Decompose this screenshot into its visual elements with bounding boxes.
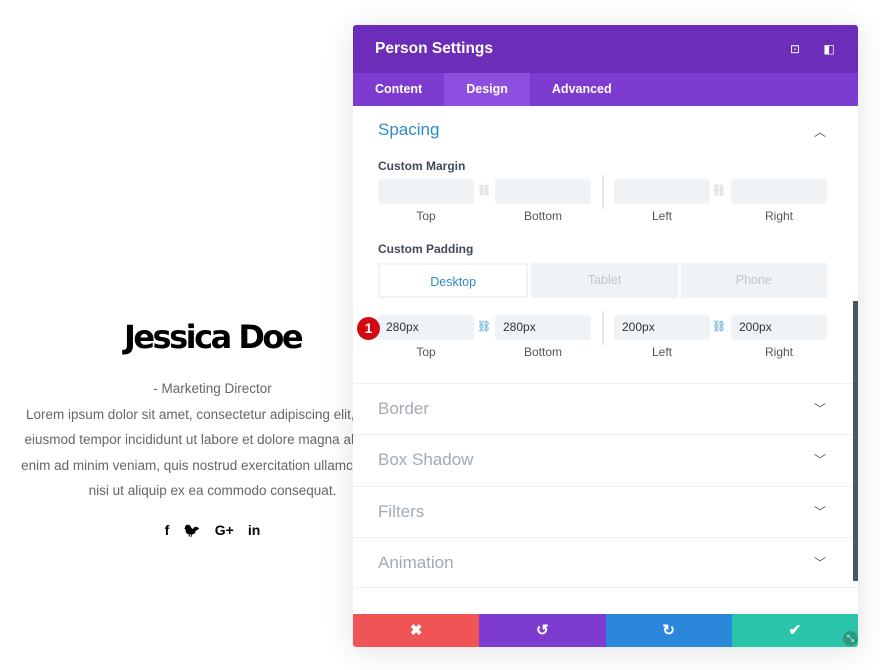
scrollbar[interactable] (853, 301, 858, 581)
section-title: Border (378, 399, 430, 418)
padding-left-input[interactable]: 200px (614, 315, 710, 340)
padding-top-input[interactable]: 280px (378, 315, 474, 340)
tab-advanced[interactable]: Advanced (551, 82, 612, 96)
link-icon[interactable]: ⛓ (712, 321, 726, 333)
section-border[interactable]: Border ﹀ (353, 383, 858, 434)
caption-left: Left (651, 209, 672, 223)
person-position: - Marketing Director (153, 381, 272, 396)
margin-right-input[interactable] (731, 179, 827, 204)
padding-row: 280px ⛓ 280px 200px ⛓ 200px Top Bottom L… (378, 311, 827, 375)
social-links: f 🐦 G+ in (0, 522, 425, 539)
panel-title: Person Settings (375, 40, 493, 57)
caption-right: Right (764, 209, 793, 223)
panel-footer: ✖ ↺ ↻ ✔ (353, 614, 858, 647)
step-badge: 1 (357, 317, 380, 340)
person-module: Jessica Doe - Marketing Director Lorem i… (0, 310, 425, 539)
redo-button[interactable]: ↻ (605, 614, 732, 647)
sidebar-toggle-icon[interactable]: ◧ (823, 42, 835, 56)
section-filters[interactable]: Filters ﹀ (353, 486, 858, 537)
chevron-up-icon[interactable]: ︿ (813, 125, 826, 139)
chevron-down-icon: ﹀ (813, 453, 826, 467)
resize-handle-icon[interactable]: ⤡ (843, 631, 858, 646)
facebook-icon[interactable]: f (164, 521, 170, 538)
spacing-title[interactable]: Spacing (378, 120, 440, 139)
tab-content[interactable]: Content (375, 82, 423, 96)
section-animation[interactable]: Animation ﹀ (353, 537, 858, 588)
bio-line: Lorem ipsum dolor sit amet, consectetur … (26, 406, 399, 422)
caption-bottom: Bottom (523, 345, 562, 359)
undo-button[interactable]: ↺ (479, 614, 606, 647)
chevron-down-icon: ﹀ (813, 505, 826, 519)
margin-left-input[interactable] (614, 179, 710, 204)
google-plus-icon[interactable]: G+ (214, 521, 234, 538)
cancel-button[interactable]: ✖ (353, 614, 480, 647)
settings-panel: Person Settings ⊡ ◧ Content Design Advan… (353, 25, 858, 647)
panel-tabs: Content Design Advanced (353, 73, 858, 106)
padding-right-input[interactable]: 200px (731, 315, 827, 340)
bio-line: nisi ut aliquip ex ea commodo consequat. (88, 483, 337, 498)
device-desktop[interactable]: Desktop (378, 263, 529, 298)
person-name: Jessica Doe (123, 318, 304, 356)
custom-padding-label: Custom Padding (378, 242, 474, 256)
twitter-icon[interactable]: 🐦 (183, 521, 201, 538)
unlink-icon[interactable]: ⛓ (477, 185, 491, 197)
margin-row: ⛓ ⛓ Top Bottom Left Right (378, 175, 827, 239)
caption-bottom: Bottom (523, 209, 562, 223)
margin-bottom-input[interactable] (495, 179, 591, 204)
divider (602, 175, 604, 209)
section-title: Filters (378, 502, 425, 521)
fullscreen-icon[interactable]: ⊡ (789, 42, 801, 56)
panel-header: Person Settings ⊡ ◧ (353, 25, 858, 73)
unlink-icon[interactable]: ⛓ (712, 185, 726, 197)
bio-line: eiusmod tempor incididunt ut labore et d… (24, 432, 401, 447)
caption-left: Left (651, 345, 672, 359)
caption-top: Top (416, 209, 436, 223)
divider (602, 311, 604, 345)
device-tablet[interactable]: Tablet (531, 263, 678, 298)
panel-body: Spacing ︿ Custom Margin ⛓ ⛓ Top Bottom L… (353, 106, 858, 614)
section-title: Box Shadow (378, 450, 474, 469)
save-button[interactable]: ✔ (731, 614, 858, 647)
custom-margin-label: Custom Margin (378, 159, 466, 173)
device-phone[interactable]: Phone (680, 263, 827, 298)
section-box-shadow[interactable]: Box Shadow ﹀ (353, 434, 858, 485)
section-title: Animation (378, 553, 454, 572)
padding-bottom-input[interactable]: 280px (495, 315, 591, 340)
bio-line: enim ad minim veniam, quis nostrud exerc… (21, 457, 404, 473)
caption-right: Right (764, 345, 793, 359)
linkedin-icon[interactable]: in (247, 521, 261, 538)
chevron-down-icon: ﹀ (813, 556, 826, 570)
caption-top: Top (416, 345, 436, 359)
tab-design[interactable]: Design (444, 73, 530, 106)
chevron-down-icon: ﹀ (813, 402, 826, 416)
link-icon[interactable]: ⛓ (477, 321, 491, 333)
margin-top-input[interactable] (378, 179, 474, 204)
device-tabs: Desktop Tablet Phone (378, 263, 827, 298)
